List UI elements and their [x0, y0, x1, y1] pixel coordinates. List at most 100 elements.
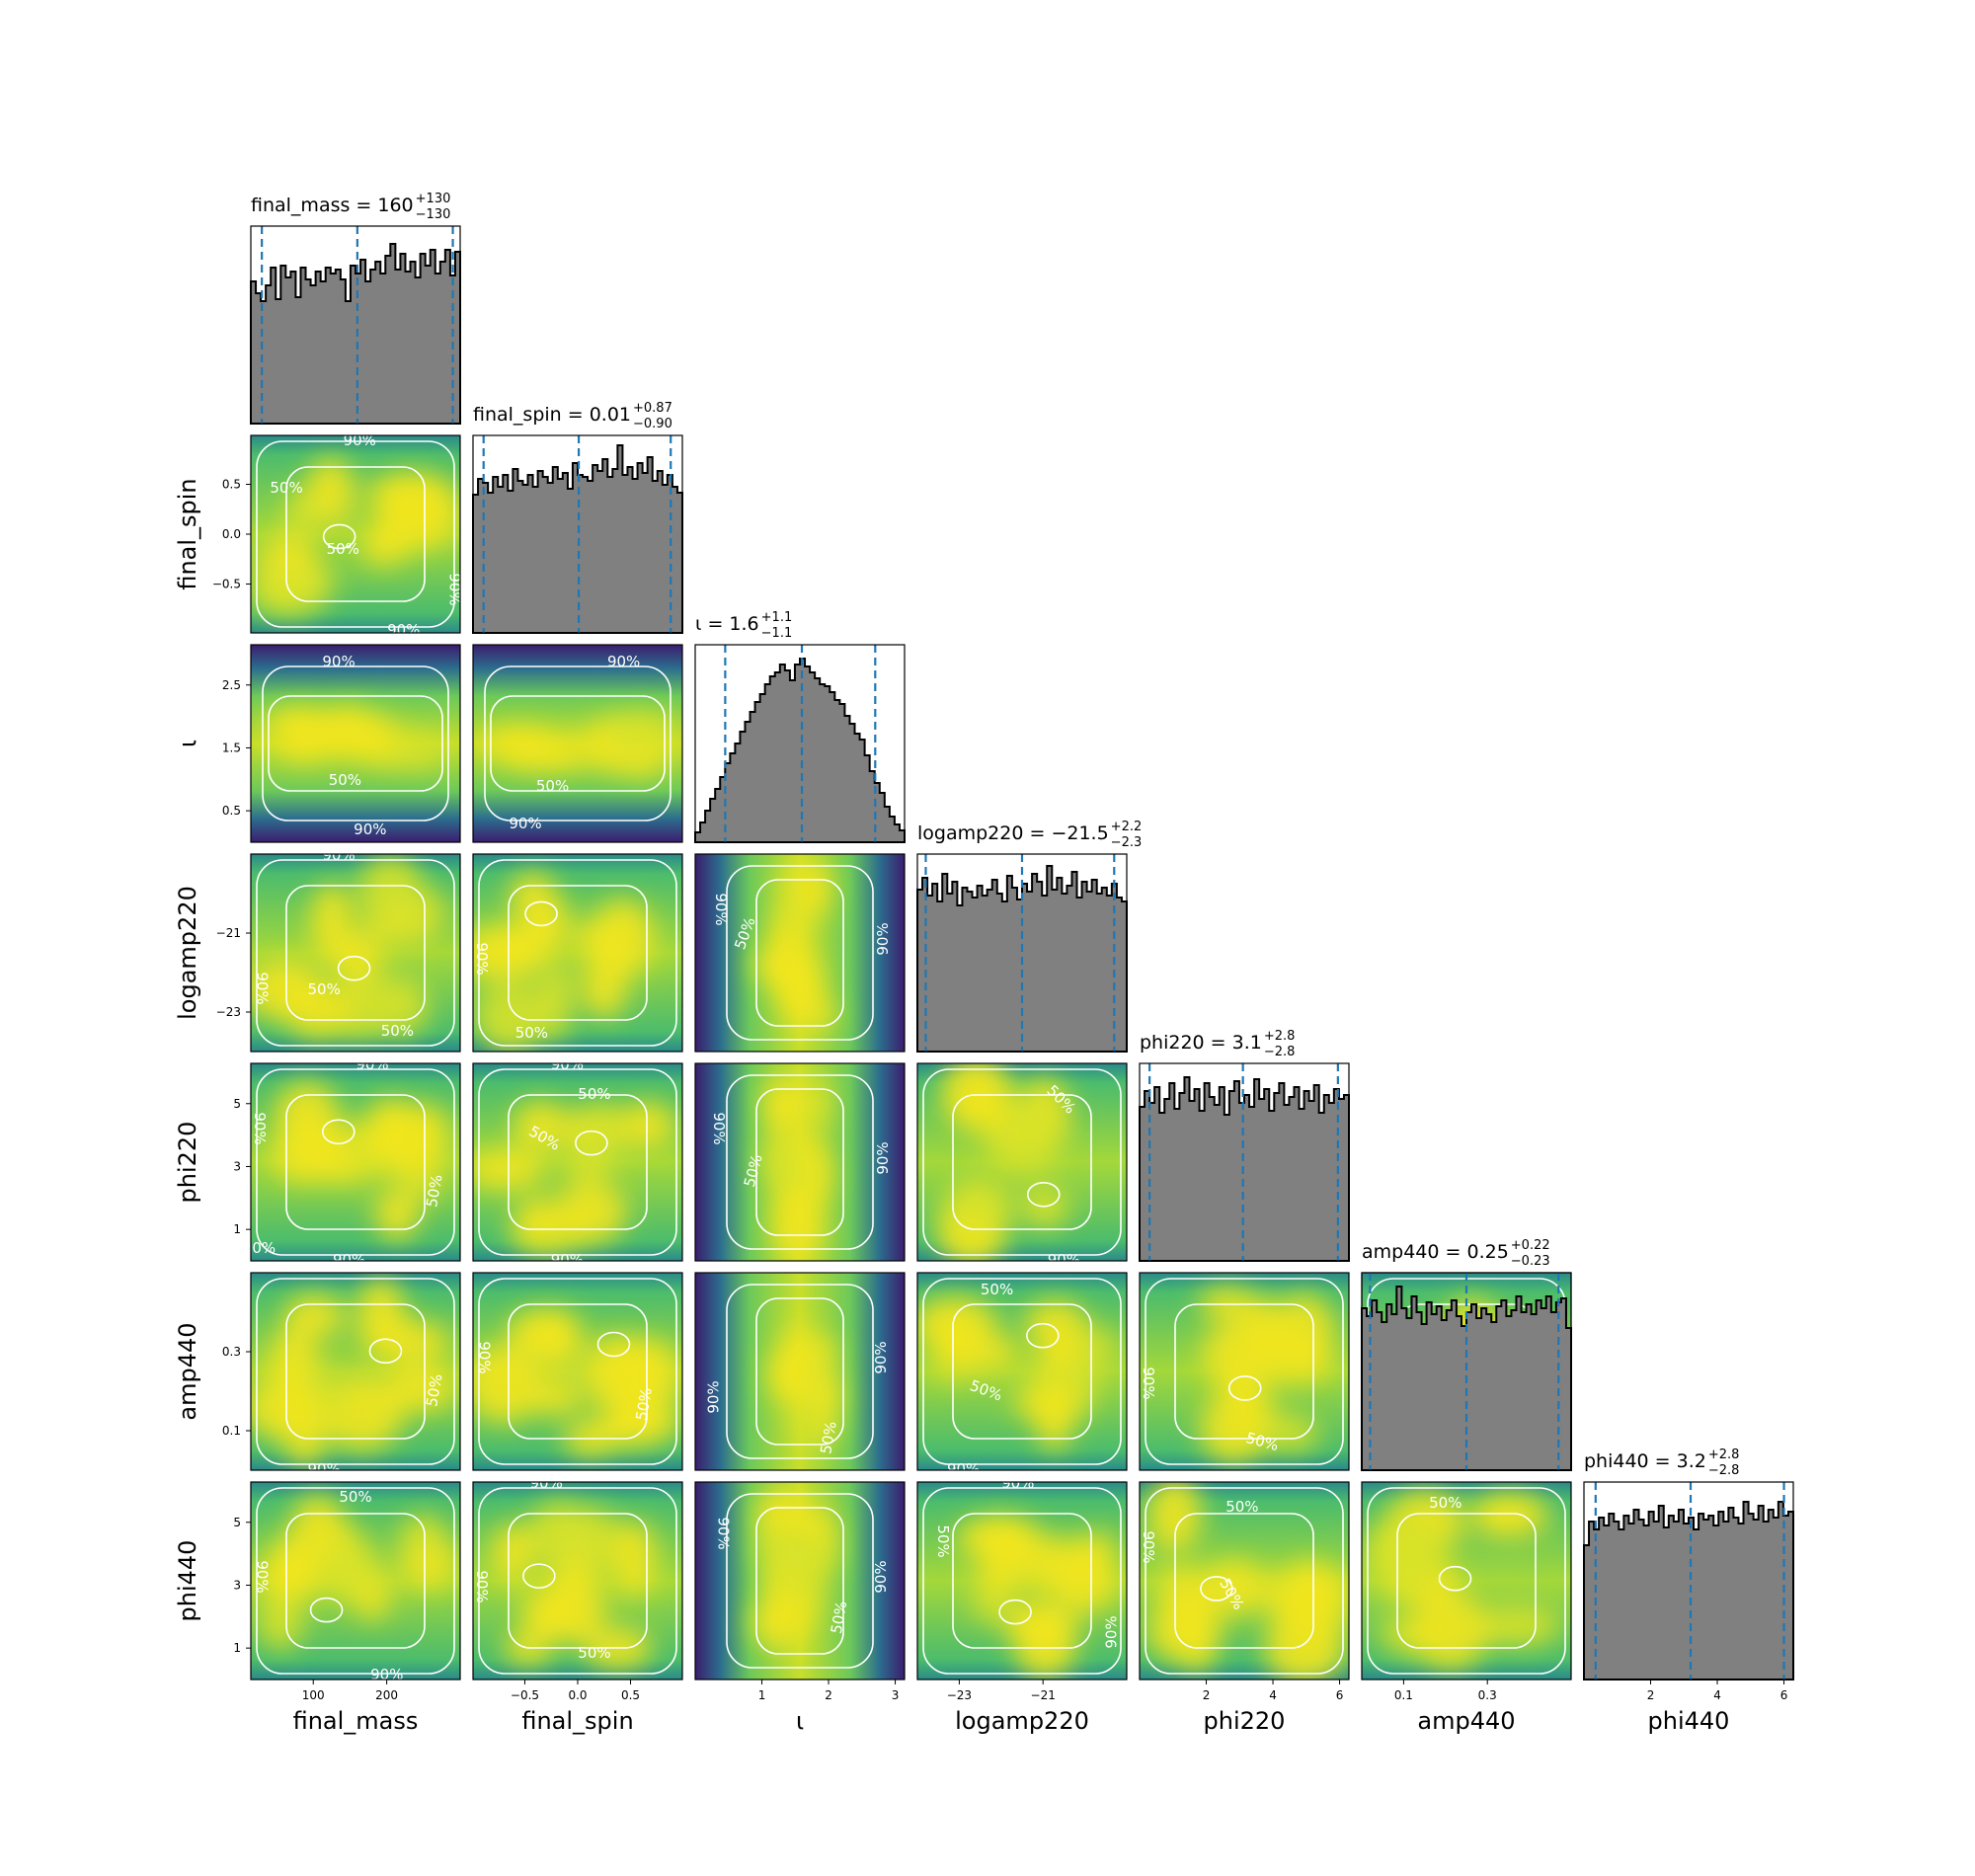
contour-label: 50%: [515, 1024, 548, 1042]
contour-50: [952, 1303, 1092, 1440]
density-panel-phi440-phi220: 50%50%90%: [1140, 1482, 1349, 1680]
contour-island: [998, 1599, 1032, 1625]
density-hotspots: [1146, 1482, 1349, 1680]
contour-island: [337, 955, 371, 981]
contour-label: 90%: [947, 1460, 980, 1478]
contour-island: [1200, 1576, 1233, 1602]
contour-label: 90%: [714, 1517, 732, 1549]
title-main: final_spin = 0.01: [473, 404, 631, 426]
contour-label: 90%: [1102, 1615, 1120, 1648]
y-tick-label: 0.3: [222, 1345, 241, 1359]
contour-label: 50%: [1225, 1498, 1258, 1516]
histogram-phi220: phi220 = 3.1 +2.8−2.8: [1139, 1029, 1350, 1262]
histogram-logamp220: logamp220 = −21.5 +2.2−2.3: [916, 820, 1142, 1053]
density-panel-amp440-phi220: 90%50%: [1140, 1273, 1349, 1470]
contour-lines: [726, 1284, 874, 1459]
density-hotspots: [270, 1081, 453, 1241]
x-tick-label: 0.1: [1394, 1688, 1413, 1702]
density-panel-iota-final_mass: 90% 50% 90%: [251, 645, 460, 842]
contour-lines: [256, 1068, 455, 1256]
contour-lines: [256, 1278, 455, 1465]
histogram-title: phi440 = 3.2 +2.8: [1584, 1447, 1739, 1472]
contour-lines: [256, 859, 455, 1047]
histogram-phi440: phi440 = 3.2 +2.8−2.8: [1583, 1447, 1794, 1681]
contour-90: [922, 1487, 1122, 1675]
contour-label: 50%: [578, 1085, 610, 1103]
y-axis-label: phi220: [174, 1122, 201, 1204]
contour-50: [490, 695, 666, 792]
y-tick-label: 5: [233, 1097, 241, 1111]
y-axis-label: phi440: [174, 1540, 201, 1622]
panel-frame: [250, 853, 461, 1053]
contour-90: [1145, 1487, 1344, 1675]
density-hotspots: [258, 1494, 458, 1650]
y-axis-label: final_spin: [174, 478, 201, 589]
contour-90: [1145, 1278, 1344, 1465]
contour-island: [1227, 1375, 1262, 1401]
density-panel-phi220-logamp220: 50%90%: [917, 1063, 1127, 1261]
panel-frame: [916, 1062, 1128, 1262]
y-tick-label: −0.5: [212, 578, 241, 591]
contour-island: [596, 1331, 631, 1358]
contour-lines: [484, 665, 672, 821]
contour-label: 90%: [253, 1560, 271, 1593]
contour-90: [726, 865, 874, 1041]
histogram-iota: ι = 1.6 +1.1−1.1: [694, 610, 906, 843]
contour-label: 50%: [578, 1644, 610, 1662]
panel-frame: [1361, 1272, 1572, 1471]
contour-label: 90%: [704, 1380, 722, 1413]
contour-90: [1367, 1487, 1566, 1675]
title-plus: +2.8: [1264, 1029, 1296, 1044]
x-axis-label: amp440: [1417, 1707, 1515, 1735]
histogram-title: final_spin = 0.01 +0.87: [473, 401, 672, 426]
contour-label: 90%: [551, 1251, 584, 1269]
density-hotspots: [491, 1500, 657, 1670]
density-panel-amp440-iota: 90% 90% 50%: [695, 1273, 905, 1470]
contour-50: [508, 1513, 648, 1649]
panel-frame: [1139, 1481, 1350, 1681]
x-tick-label: 4: [1713, 1688, 1721, 1702]
density-panel-logamp220-iota: 90%50% 90%: [695, 854, 905, 1052]
contour-label: 50%: [327, 540, 359, 558]
contour-lines: [726, 865, 874, 1041]
y-axis-label: amp440: [174, 1322, 201, 1420]
panel-frame: [472, 1272, 683, 1471]
contour-lines: [478, 1068, 677, 1256]
contour-90: [262, 665, 449, 821]
contour-label: 90%: [551, 1055, 584, 1073]
contour-label: 50%: [423, 1372, 446, 1408]
panel-frame: [694, 853, 906, 1053]
y-tick-label: 1: [233, 1222, 241, 1236]
contour-50: [285, 1094, 426, 1230]
panel-frame: [472, 1062, 683, 1262]
x-tick-label: 3: [892, 1688, 900, 1702]
contour-label: 50%: [270, 479, 302, 497]
contour-lines: [726, 1493, 874, 1669]
contour-50: [285, 1303, 426, 1440]
title-minus: −0.90: [633, 417, 672, 431]
histogram-bars: [1139, 1076, 1350, 1262]
contour-lines: [256, 440, 455, 628]
panel-frame: [694, 1272, 906, 1471]
panel-frame: [472, 853, 683, 1053]
x-tick-label: 200: [375, 1688, 398, 1702]
contour-50: [755, 879, 844, 1027]
contour-label: 90%: [509, 815, 541, 832]
title-main: ι = 1.6: [695, 613, 759, 635]
density-panel-phi220-final_mass: 90% 90% 50% 90% 90%: [251, 1063, 460, 1261]
title-minus: −2.8: [1708, 1463, 1740, 1478]
contour-90: [478, 859, 677, 1047]
contour-90: [726, 1074, 874, 1250]
contour-label: 50%: [934, 1524, 952, 1557]
density-panel-amp440-final_mass: 50% 90%: [251, 1273, 460, 1470]
y-tick-label: 0.1: [222, 1424, 241, 1438]
x-tick-label: 100: [302, 1688, 325, 1702]
title-minus: −0.23: [1511, 1254, 1550, 1269]
contour-lines: [478, 1487, 677, 1675]
contour-50: [1174, 1303, 1314, 1440]
density-panel-amp440-logamp220: 50%50%90%: [917, 1273, 1127, 1478]
density-panel-phi440-iota: 90% 90% 50%: [695, 1482, 905, 1680]
panel-frame: [472, 434, 683, 634]
y-tick-label: 1.5: [222, 741, 241, 754]
